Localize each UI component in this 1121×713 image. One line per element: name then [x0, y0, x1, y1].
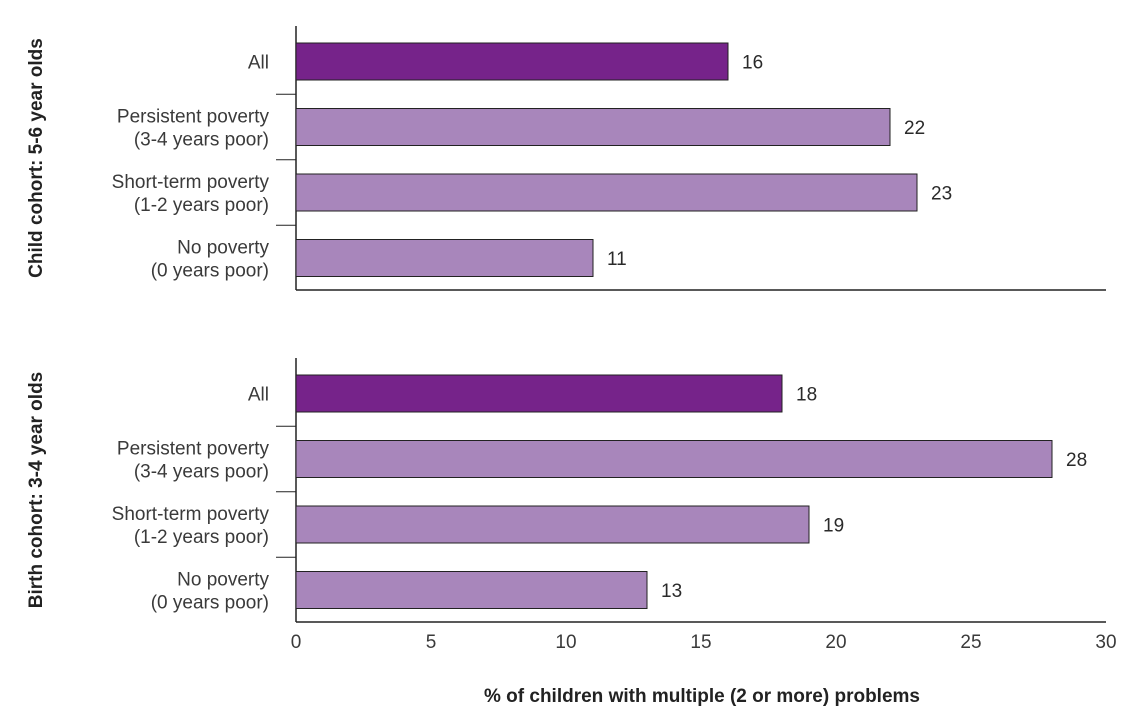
x-tick-label: 5 — [426, 632, 437, 653]
child-cohort-category-label: (3-4 years poor) — [134, 130, 269, 151]
birth-cohort-category-label: (3-4 years poor) — [134, 462, 269, 483]
child-cohort-value-label: 23 — [931, 184, 952, 205]
child-cohort-value-label: 16 — [742, 53, 763, 74]
x-tick-label: 10 — [555, 632, 576, 653]
x-tick-label: 30 — [1095, 632, 1116, 653]
child-cohort-bar — [295, 42, 729, 81]
x-tick-label: 0 — [291, 632, 302, 653]
child-cohort-category-label: All — [248, 53, 269, 74]
child-cohort-bar — [295, 108, 891, 146]
birth-cohort-panel-label: Birth cohort: 3-4 year olds — [26, 372, 47, 609]
child-cohort-category-label: Short-term poverty — [112, 172, 270, 193]
birth-cohort-bar — [295, 374, 783, 413]
birth-cohort-category-label: No poverty — [177, 570, 269, 591]
x-tick-label: 25 — [960, 632, 981, 653]
birth-cohort-category-label: Persistent poverty — [117, 439, 270, 460]
x-tick-label: 20 — [825, 632, 846, 653]
birth-cohort-bar — [295, 440, 1053, 478]
child-cohort-bar — [295, 239, 594, 277]
birth-cohort-value-label: 18 — [796, 385, 817, 406]
birth-cohort-value-label: 19 — [823, 516, 844, 537]
child-cohort-category-label: Persistent poverty — [117, 107, 270, 128]
birth-cohort-value-label: 28 — [1066, 450, 1087, 471]
child-cohort-category-label: (1-2 years poor) — [134, 195, 269, 216]
child-cohort-value-label: 22 — [904, 118, 925, 139]
birth-cohort-bar — [295, 505, 810, 544]
child-cohort-category-label: (0 years poor) — [151, 261, 269, 282]
birth-cohort-category-label: (0 years poor) — [151, 593, 269, 614]
child-cohort-bar — [295, 173, 918, 212]
birth-cohort-category-label: (1-2 years poor) — [134, 527, 269, 548]
x-tick-label: 15 — [690, 632, 711, 653]
x-axis-title: % of children with multiple (2 or more) … — [484, 686, 920, 707]
child-cohort-category-label: No poverty — [177, 238, 269, 259]
birth-cohort-category-label: All — [248, 385, 269, 406]
birth-cohort-bar — [295, 571, 648, 609]
child-cohort-panel-label: Child cohort: 5-6 year olds — [26, 38, 47, 278]
birth-cohort-value-label: 13 — [661, 581, 682, 602]
birth-cohort-category-label: Short-term poverty — [112, 504, 270, 525]
child-cohort-value-label: 11 — [607, 249, 627, 270]
